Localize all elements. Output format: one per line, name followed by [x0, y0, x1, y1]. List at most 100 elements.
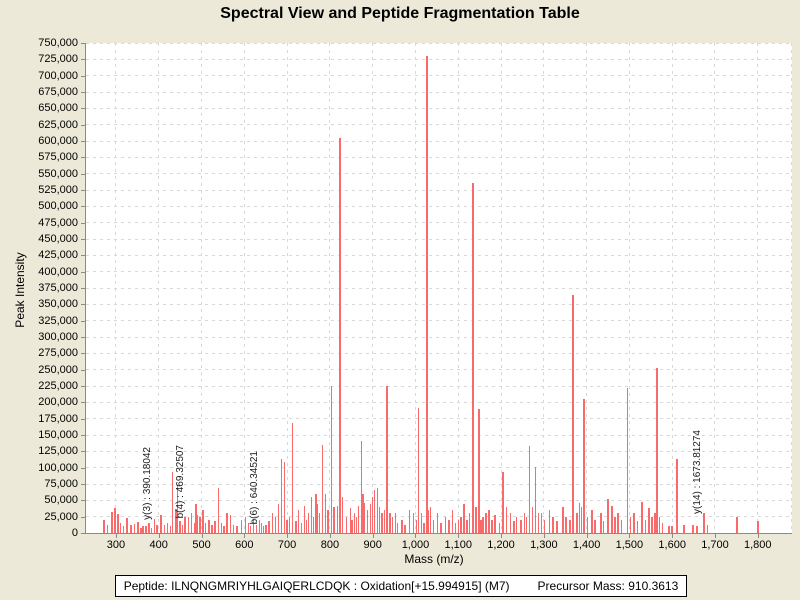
spectrum-peak [594, 519, 596, 533]
gridline [86, 369, 792, 371]
spectrum-peak [491, 519, 493, 533]
spectrum-peak [137, 521, 139, 533]
spectrum-peak [106, 525, 109, 533]
spectrum-peak [383, 510, 386, 533]
x-tick-label: 600 [235, 539, 254, 551]
spectrum-peak [668, 526, 670, 533]
x-tick-label: 1,100 [444, 539, 473, 551]
spectrum-peak [271, 513, 274, 533]
spectrum-peak [307, 513, 310, 533]
spectrum-peak [420, 513, 423, 533]
y-tick-label: 450,000 [38, 233, 78, 245]
spectrum-peak [457, 519, 459, 533]
spectrum-peak [463, 503, 465, 533]
spectrum-peak [181, 525, 184, 533]
gridline [586, 43, 588, 533]
y-axis-tick [81, 369, 85, 371]
gridline [86, 140, 792, 142]
y-axis-tick [81, 59, 85, 61]
spectrum-peak [736, 516, 738, 533]
spectrum-peak [396, 523, 399, 533]
spectrum-peak [552, 516, 554, 533]
spectrum-peak [401, 519, 403, 533]
x-axis-tick [586, 534, 588, 538]
y-tick-label: 0 [71, 527, 78, 539]
gridline [86, 303, 792, 305]
spectrum-peak [232, 525, 235, 533]
y-tick-label: 750,000 [38, 37, 78, 49]
y-axis-tick [81, 288, 85, 289]
spectrum-peak [408, 510, 411, 533]
x-tick-label: 1,600 [658, 539, 686, 551]
y-axis-tick [81, 124, 85, 126]
spectrum-peak [394, 512, 397, 533]
y-tick-label: 225,000 [38, 380, 78, 392]
peak-annotation: y(3) : 390.18042 [141, 447, 153, 520]
spectrum-plot-area: y(3) : 390.18042 b(4) : 469.32507 b(6) : 6… [85, 42, 792, 534]
gridline [158, 43, 160, 533]
spectrum-peak [641, 501, 643, 533]
y-tick-label: 700,000 [38, 69, 78, 82]
spectrum-peak [548, 510, 551, 533]
gridline [86, 271, 792, 273]
spectrum-peak [286, 519, 288, 533]
gridline [86, 42, 792, 44]
spectrum-peak [236, 526, 238, 533]
y-axis-tick [81, 255, 85, 257]
spectrum-peak [122, 526, 125, 533]
x-axis-tick [501, 534, 503, 538]
spectrum-peak [543, 519, 546, 533]
gridline [86, 189, 792, 191]
spectrum-peak [520, 519, 522, 533]
spectrum-peak [260, 523, 263, 533]
gridline [115, 43, 117, 533]
spectrum-peak [187, 516, 190, 533]
x-tick-label: 1,800 [744, 539, 772, 551]
spectrum-peak [427, 510, 430, 533]
y-tick-label: 725,000 [38, 53, 78, 66]
x-tick-label: 700 [277, 539, 297, 551]
gridline [86, 336, 792, 338]
gridline [86, 483, 792, 485]
gridline [757, 43, 759, 533]
spectrum-peak [644, 519, 647, 533]
y-axis-tick [81, 533, 85, 534]
spectrum-peak [217, 487, 220, 533]
y-tick-label: 200,000 [38, 396, 78, 409]
x-axis-tick [372, 534, 374, 538]
spectrum-peak [341, 497, 344, 533]
spectrum-peak [417, 408, 420, 533]
spectrum-peak [626, 387, 629, 533]
spectrum-peak [252, 518, 255, 533]
spectrum-peak [268, 521, 270, 533]
spectrum-peak [195, 504, 197, 533]
spectrum-peak [133, 523, 136, 533]
gridline [86, 254, 792, 256]
spectrum-peak [247, 523, 250, 533]
spectrum-peak [353, 513, 356, 533]
y-tick-label: 325,000 [38, 314, 78, 327]
spectrum-peak [371, 497, 373, 533]
spectrum-peak [310, 497, 313, 533]
spectrum-peak [607, 499, 609, 533]
gridline [543, 43, 545, 533]
y-axis-tick [81, 500, 85, 502]
spectrum-peak [706, 525, 709, 533]
peak-annotation: y(14) : 1673.81274 [691, 430, 703, 514]
spectrum-peak [119, 523, 122, 533]
spectrum-peak [223, 526, 225, 533]
spectrum-peak [316, 503, 319, 533]
y-tick-label: 125,000 [38, 445, 78, 458]
spectrum-peak [578, 502, 581, 533]
spectrum-peak [451, 510, 453, 533]
y-axis-tick [81, 75, 85, 77]
gridline [86, 467, 792, 469]
y-axis-tick [81, 337, 85, 338]
precursor-mass-label: Precursor Mass: 910.3613 [537, 579, 679, 593]
spectrum-peak [336, 505, 339, 533]
x-tick-label: 1,200 [487, 539, 515, 551]
gridline [500, 43, 502, 533]
y-axis-tick [81, 467, 85, 469]
y-tick-label: 275,000 [38, 347, 78, 360]
spectrum-peak [444, 516, 447, 533]
